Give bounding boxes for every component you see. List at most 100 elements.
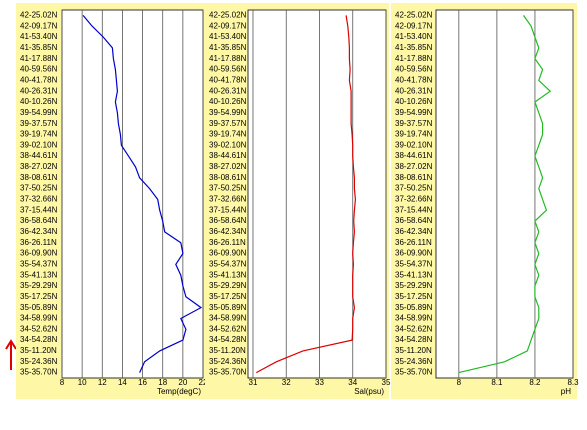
y-tick-label: 36-58.64N xyxy=(209,216,247,225)
y-tick-label: 38-08.61N xyxy=(20,173,58,182)
y-tick-label: 41-35.85N xyxy=(395,43,433,52)
y-tick-label: 36-42.34N xyxy=(395,227,433,236)
x-tick-label: 10 xyxy=(78,378,87,387)
y-tick-label: 38-27.02N xyxy=(395,162,433,171)
y-tick-label: 41-53.40N xyxy=(395,32,433,41)
y-tick-label: 39-19.74N xyxy=(20,130,58,139)
y-tick-label: 36-09.90N xyxy=(395,249,433,258)
x-tick-label: 18 xyxy=(158,378,167,387)
y-tick-label: 42-25.02N xyxy=(395,11,433,20)
x-axis-label: Temp(degC) xyxy=(157,387,201,396)
y-tick-label: 37-50.25N xyxy=(395,184,433,193)
y-tick-label: 39-54.99N xyxy=(395,108,433,117)
y-tick-label: 37-32.66N xyxy=(209,195,247,204)
x-tick-label: 31 xyxy=(249,378,258,387)
y-tick-label: 37-15.44N xyxy=(20,205,58,214)
y-tick-label: 35-17.25N xyxy=(395,292,433,301)
x-tick-label: 8.2 xyxy=(529,378,541,387)
y-tick-label: 34-52.62N xyxy=(395,324,433,333)
y-tick-label: 40-26.31N xyxy=(20,86,58,95)
y-tick-label: 35-29.29N xyxy=(209,281,247,290)
y-tick-label: 39-37.57N xyxy=(209,119,247,128)
y-tick-label: 42-09.17N xyxy=(395,21,433,30)
y-tick-label: 36-26.11N xyxy=(209,238,246,247)
y-tick-label: 37-50.25N xyxy=(20,184,58,193)
y-tick-label: 40-59.56N xyxy=(20,65,58,74)
y-tick-label: 40-10.26N xyxy=(20,97,58,106)
y-tick-label: 37-15.44N xyxy=(395,205,433,214)
y-tick-label: 37-15.44N xyxy=(209,205,247,214)
y-tick-label: 39-02.10N xyxy=(395,140,433,149)
x-tick-label: 8 xyxy=(457,378,462,387)
y-tick-label: 41-17.88N xyxy=(209,54,247,63)
y-tick-label: 35-41.13N xyxy=(209,270,247,279)
x-tick-label: 14 xyxy=(118,378,127,387)
y-tick-label: 36-58.64N xyxy=(20,216,58,225)
direction-arrow xyxy=(5,339,17,370)
y-tick-label: 34-54.28N xyxy=(209,335,247,344)
y-tick-label: 40-41.78N xyxy=(20,75,58,84)
y-tick-label: 42-09.17N xyxy=(209,21,247,30)
y-tick-label: 35-35.70N xyxy=(20,368,58,377)
y-tick-label: 38-08.61N xyxy=(209,173,247,182)
x-tick-label: 20 xyxy=(178,378,187,387)
y-tick-label: 40-26.31N xyxy=(395,86,433,95)
y-tick-label: 39-02.10N xyxy=(20,140,58,149)
y-tick-label: 35-05.89N xyxy=(395,303,433,312)
y-tick-label: 35-41.13N xyxy=(20,270,58,279)
y-tick-label: 41-17.88N xyxy=(20,54,58,63)
y-tick-label: 35-11.20N xyxy=(395,346,432,355)
x-tick-label: 33 xyxy=(315,378,324,387)
y-tick-label: 39-37.57N xyxy=(20,119,58,128)
x-tick-label: 34 xyxy=(348,378,357,387)
y-tick-label: 37-50.25N xyxy=(209,184,247,193)
x-tick-label: 8 xyxy=(60,378,65,387)
x-tick-label: 22 xyxy=(199,378,208,387)
y-tick-label: 39-37.57N xyxy=(395,119,433,128)
plot-area xyxy=(435,9,574,379)
y-tick-label: 39-02.10N xyxy=(209,140,247,149)
y-tick-label: 40-59.56N xyxy=(209,65,247,74)
y-tick-label: 35-17.25N xyxy=(20,292,58,301)
y-tick-label: 38-44.61N xyxy=(20,151,58,160)
x-tick-label: 8.1 xyxy=(491,378,503,387)
plot-area xyxy=(61,9,204,379)
y-tick-label: 35-35.70N xyxy=(395,368,433,377)
y-tick-label: 35-54.37N xyxy=(395,259,433,268)
y-tick-label: 39-54.99N xyxy=(209,108,247,117)
y-tick-label: 34-52.62N xyxy=(209,324,247,333)
y-tick-label: 34-54.28N xyxy=(20,335,58,344)
y-tick-label: 39-19.74N xyxy=(395,130,433,139)
y-tick-label: 35-41.13N xyxy=(395,270,433,279)
y-tick-label: 35-05.89N xyxy=(20,303,58,312)
y-tick-label: 41-17.88N xyxy=(395,54,433,63)
y-tick-label: 34-58.99N xyxy=(20,314,58,323)
y-tick-label: 42-25.02N xyxy=(209,11,247,20)
y-tick-label: 39-54.99N xyxy=(20,108,58,117)
y-tick-label: 41-35.85N xyxy=(20,43,58,52)
y-tick-label: 41-53.40N xyxy=(209,32,247,41)
x-tick-label: 32 xyxy=(282,378,291,387)
y-tick-label: 40-41.78N xyxy=(209,75,247,84)
data-line xyxy=(256,15,357,374)
y-tick-label: 35-17.25N xyxy=(209,292,247,301)
x-axis-label: pH xyxy=(561,387,571,396)
data-line xyxy=(458,15,552,374)
x-axis-label: Sal(psu) xyxy=(354,387,384,396)
y-tick-label: 34-58.99N xyxy=(395,314,433,323)
y-tick-label: 35-54.37N xyxy=(20,259,58,268)
y-tick-label: 36-09.90N xyxy=(20,249,58,258)
x-tick-label: 12 xyxy=(98,378,107,387)
x-tick-label: 8.3 xyxy=(567,378,579,387)
y-tick-label: 35-24.36N xyxy=(395,357,433,366)
y-tick-label: 38-08.61N xyxy=(395,173,433,182)
y-tick-label: 38-27.02N xyxy=(209,162,247,171)
y-tick-label: 36-42.34N xyxy=(20,227,58,236)
y-tick-label: 38-44.61N xyxy=(209,151,247,160)
y-tick-label: 40-10.26N xyxy=(395,97,433,106)
y-tick-label: 37-32.66N xyxy=(20,195,58,204)
y-tick-label: 36-58.64N xyxy=(395,216,433,225)
y-tick-label: 36-09.90N xyxy=(209,249,247,258)
y-tick-label: 40-26.31N xyxy=(209,86,247,95)
